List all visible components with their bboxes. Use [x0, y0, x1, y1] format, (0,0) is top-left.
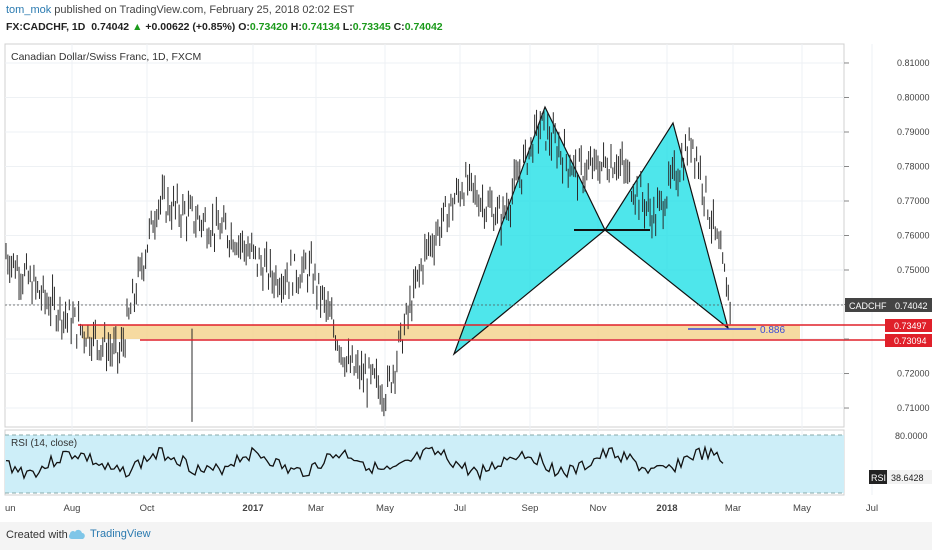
y-tick-label: 0.81000 [897, 58, 930, 68]
up-arrow-icon: ▲ [132, 21, 143, 33]
pattern-xab-triangle [452, 105, 606, 356]
open-label: O: [238, 21, 250, 33]
open-value: 0.73420 [249, 21, 288, 33]
chart-title: Canadian Dollar/Swiss Franc, 1D, FXCM [11, 51, 201, 63]
x-tick-label: Nov [590, 503, 607, 514]
level-upper-text: 0.73497 [894, 321, 927, 331]
y-tick-label: 0.80000 [897, 92, 930, 102]
y-tick-label: 0.76000 [897, 231, 930, 241]
high-value: 0.74134 [301, 21, 340, 33]
publication-line: tom_mok published on TradingView.com, Fe… [6, 4, 354, 16]
fib-886-label: 0.886 [760, 325, 785, 336]
rsi-80-tick: 80.0000 [895, 431, 928, 441]
tradingview-link[interactable]: TradingView [68, 528, 151, 540]
x-tick-label: Oct [140, 503, 155, 514]
x-tick-label: un [5, 503, 16, 514]
level-lower-badge [885, 334, 932, 347]
y-tick-label: 0.71000 [897, 403, 930, 413]
footer-bar: Created with TradingView [0, 522, 932, 550]
author-link[interactable]: tom_mok [6, 4, 52, 16]
close-label: C: [393, 21, 405, 33]
x-tick-label: Mar [725, 503, 741, 514]
x-tick-label: Mar [308, 503, 324, 514]
rsi-title: RSI (14, close) [11, 438, 77, 449]
published-text: published on TradingView.com, February 2… [51, 4, 355, 16]
symbol-price-badge [845, 298, 893, 312]
y-axis: 0.81000 0.80000 0.79000 0.78000 0.77000 0.760… [844, 58, 930, 413]
y-tick-label: 0.77000 [897, 196, 930, 206]
y-tick-label: 0.78000 [897, 161, 930, 171]
rsi-value-badge [887, 470, 932, 484]
rsi-band [5, 435, 844, 493]
level-lower-text: 0.73094 [894, 336, 927, 346]
tradingview-cloud-icon [68, 529, 85, 539]
created-with-text: Created with [6, 529, 68, 541]
y-tick-label: 0.79000 [897, 127, 930, 137]
x-axis: un Aug Oct 2017 Mar May Jul Sep Nov 2018 Mar May Jul [5, 503, 878, 514]
symbol-label: FX:CADCHF, 1D [6, 21, 86, 33]
last-price-badge [893, 298, 932, 312]
x-tick-label: Sep [522, 503, 539, 514]
y-tick-label: 0.75000 [897, 265, 930, 275]
y-tick-label: 0.72000 [897, 369, 930, 379]
x-tick-label: Aug [64, 503, 81, 514]
tradingview-brand-text: TradingView [90, 528, 151, 540]
x-tick-label: 2018 [656, 503, 677, 514]
high-label: H: [290, 21, 302, 33]
support-zone [82, 325, 800, 339]
x-tick-label: Jul [866, 503, 878, 514]
low-label: L: [342, 21, 353, 33]
pattern-bcd-triangle [604, 121, 730, 330]
symbol-badge-text: CADCHF [849, 301, 887, 311]
candle-series [5, 109, 731, 422]
rsi-value-text: 38.6428 [891, 473, 924, 483]
rsi-label-badge [869, 470, 887, 484]
x-tick-label: 2017 [242, 503, 263, 514]
rsi-line [5, 444, 724, 482]
close-value: 0.74042 [404, 21, 443, 33]
level-upper-badge [885, 319, 932, 332]
x-tick-label: May [376, 503, 394, 514]
x-tick-label: May [793, 503, 811, 514]
rsi-label-text: RSI [871, 473, 886, 483]
last-price: 0.74042 [91, 21, 130, 33]
last-price-badge-text: 0.74042 [895, 301, 928, 311]
change-value: +0.00622 (+0.85%) [145, 21, 236, 33]
ohlc-legend: FX:CADCHF, 1D 0.74042 ▲ +0.00622 (+0.85%… [6, 21, 443, 33]
low-value: 0.73345 [352, 21, 391, 33]
price-chart[interactable]: 0.886 Canadian Dollar/Swiss Franc, 1D, F… [0, 0, 932, 522]
x-tick-label: Jul [454, 503, 466, 514]
chart-header: tom_mok published on TradingView.com, Fe… [0, 0, 932, 42]
